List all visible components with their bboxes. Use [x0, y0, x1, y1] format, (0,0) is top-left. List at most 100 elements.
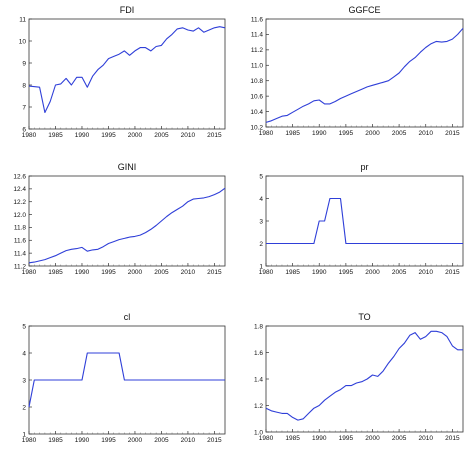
- x-tick-label: 1990: [75, 437, 90, 444]
- panel-title: cl: [124, 312, 131, 322]
- x-tick-label: 2010: [418, 435, 433, 442]
- x-tick-label: 1980: [259, 269, 274, 276]
- x-tick-label: 1985: [285, 130, 300, 137]
- x-tick-label: 1990: [75, 269, 90, 276]
- panel-title: GINI: [118, 162, 137, 172]
- panel-3: pr 1 2 3 4 5 1980 1985 1990 1995 2000 2005 2010 2015: [259, 162, 464, 276]
- y-tick-label: 2: [22, 404, 26, 411]
- y-tick-label: 6: [22, 126, 26, 133]
- panel-5: TO 1.0 1.2 1.4 1.6 1.8 1980 1985 1990 1995 2000 200…: [254, 312, 464, 442]
- x-tick-label: 2000: [128, 132, 143, 139]
- y-tick-label: 1: [22, 431, 26, 438]
- x-tick-label: 1980: [259, 435, 274, 442]
- x-tick-label: 1980: [22, 269, 37, 276]
- x-tick-label: 1990: [312, 130, 327, 137]
- x-tick-label: 2005: [392, 269, 407, 276]
- x-tick-label: 2000: [365, 269, 380, 276]
- x-tick-label: 1985: [48, 437, 63, 444]
- x-tick-label: 2000: [128, 269, 143, 276]
- panel-2: GINI 11.2 11.4 11.6 11.8 12.0 12.2 12.4 12.6 1980…: [13, 162, 226, 276]
- x-tick-label: 1995: [101, 132, 116, 139]
- y-tick-label: 11.2: [14, 263, 27, 270]
- x-tick-label: 2005: [154, 132, 169, 139]
- panel-1: GGFCE 10.2 10.4 10.6 10.8 11.0 11.2 11.4 11.6 198…: [250, 5, 464, 137]
- panel-title: TO: [358, 312, 370, 322]
- x-tick-label: 2010: [418, 269, 433, 276]
- x-tick-label: 2015: [445, 269, 460, 276]
- x-tick-label: 2005: [154, 437, 169, 444]
- y-tick-label: 10.4: [250, 109, 263, 116]
- y-tick-label: 11: [19, 16, 26, 23]
- plot-frame: [28, 175, 226, 267]
- y-tick-label: 4: [259, 196, 263, 203]
- y-tick-label: 12.6: [13, 173, 26, 180]
- x-tick-label: 2005: [392, 435, 407, 442]
- x-tick-label: 1990: [312, 435, 327, 442]
- y-tick-label: 12.4: [13, 186, 26, 193]
- y-tick-label: 7: [22, 104, 26, 111]
- x-tick-label: 2015: [207, 132, 222, 139]
- y-tick-label: 10.2: [250, 124, 263, 131]
- x-tick-label: 1985: [48, 132, 63, 139]
- x-tick-label: 2010: [181, 437, 196, 444]
- panel-4: cl 1 2 3 4 5 1980 1985 1990 1995 2000 2005 2010 2015: [22, 312, 226, 444]
- series-line: [28, 352, 225, 408]
- series-line: [265, 330, 463, 421]
- x-tick-label: 2010: [418, 130, 433, 137]
- y-tick-label: 11.4: [251, 32, 264, 39]
- x-tick-label: 2010: [181, 132, 196, 139]
- x-tick-label: 2000: [365, 435, 380, 442]
- y-tick-label: 1: [259, 263, 263, 270]
- x-tick-label: 2010: [181, 269, 196, 276]
- y-tick-label: 5: [22, 323, 26, 330]
- y-tick-label: 12.2: [13, 199, 26, 206]
- x-tick-label: 2015: [445, 130, 460, 137]
- x-tick-label: 1990: [75, 132, 90, 139]
- x-tick-label: 1980: [22, 132, 37, 139]
- y-tick-label: 11.0: [251, 63, 264, 70]
- y-tick-label: 10.8: [250, 78, 263, 85]
- y-tick-label: 12.0: [13, 212, 26, 219]
- y-tick-label: 1.6: [254, 350, 263, 357]
- x-tick-label: 1995: [101, 269, 116, 276]
- panel-title: pr: [360, 162, 368, 172]
- y-tick-label: 11.6: [14, 238, 27, 245]
- panel-title: GGFCE: [348, 5, 380, 15]
- y-tick-label: 1.0: [254, 429, 263, 436]
- y-tick-label: 11.6: [251, 16, 264, 23]
- x-tick-label: 2015: [207, 269, 222, 276]
- series-line: [28, 26, 226, 114]
- y-tick-label: 3: [22, 377, 26, 384]
- y-tick-label: 3: [259, 218, 263, 225]
- x-tick-label: 1985: [285, 269, 300, 276]
- plot-frame: [265, 325, 464, 433]
- x-tick-label: 1985: [48, 269, 63, 276]
- x-tick-label: 2000: [365, 130, 380, 137]
- series-line: [28, 187, 226, 264]
- plot-frame: [265, 175, 464, 267]
- y-tick-label: 1.4: [254, 376, 263, 383]
- series-line: [266, 197, 463, 245]
- x-tick-label: 2015: [445, 435, 460, 442]
- y-tick-label: 4: [22, 350, 26, 357]
- x-tick-label: 1995: [339, 435, 354, 442]
- y-tick-label: 10.6: [250, 93, 263, 100]
- y-tick-label: 11.4: [14, 250, 27, 257]
- x-tick-label: 1995: [339, 130, 354, 137]
- y-tick-label: 5: [259, 173, 263, 180]
- y-tick-label: 11.8: [14, 225, 27, 232]
- x-tick-label: 1995: [101, 437, 116, 444]
- series-line: [265, 27, 464, 123]
- panel-title: FDI: [120, 5, 135, 15]
- x-tick-label: 1995: [339, 269, 354, 276]
- x-tick-label: 1980: [259, 130, 274, 137]
- x-tick-label: 2000: [128, 437, 143, 444]
- y-tick-label: 2: [259, 241, 263, 248]
- y-tick-label: 10: [19, 38, 27, 45]
- y-tick-label: 1.2: [254, 403, 263, 410]
- x-tick-label: 1980: [22, 437, 37, 444]
- x-tick-label: 2005: [154, 269, 169, 276]
- x-tick-label: 1990: [312, 269, 327, 276]
- plot-frame: [28, 18, 226, 130]
